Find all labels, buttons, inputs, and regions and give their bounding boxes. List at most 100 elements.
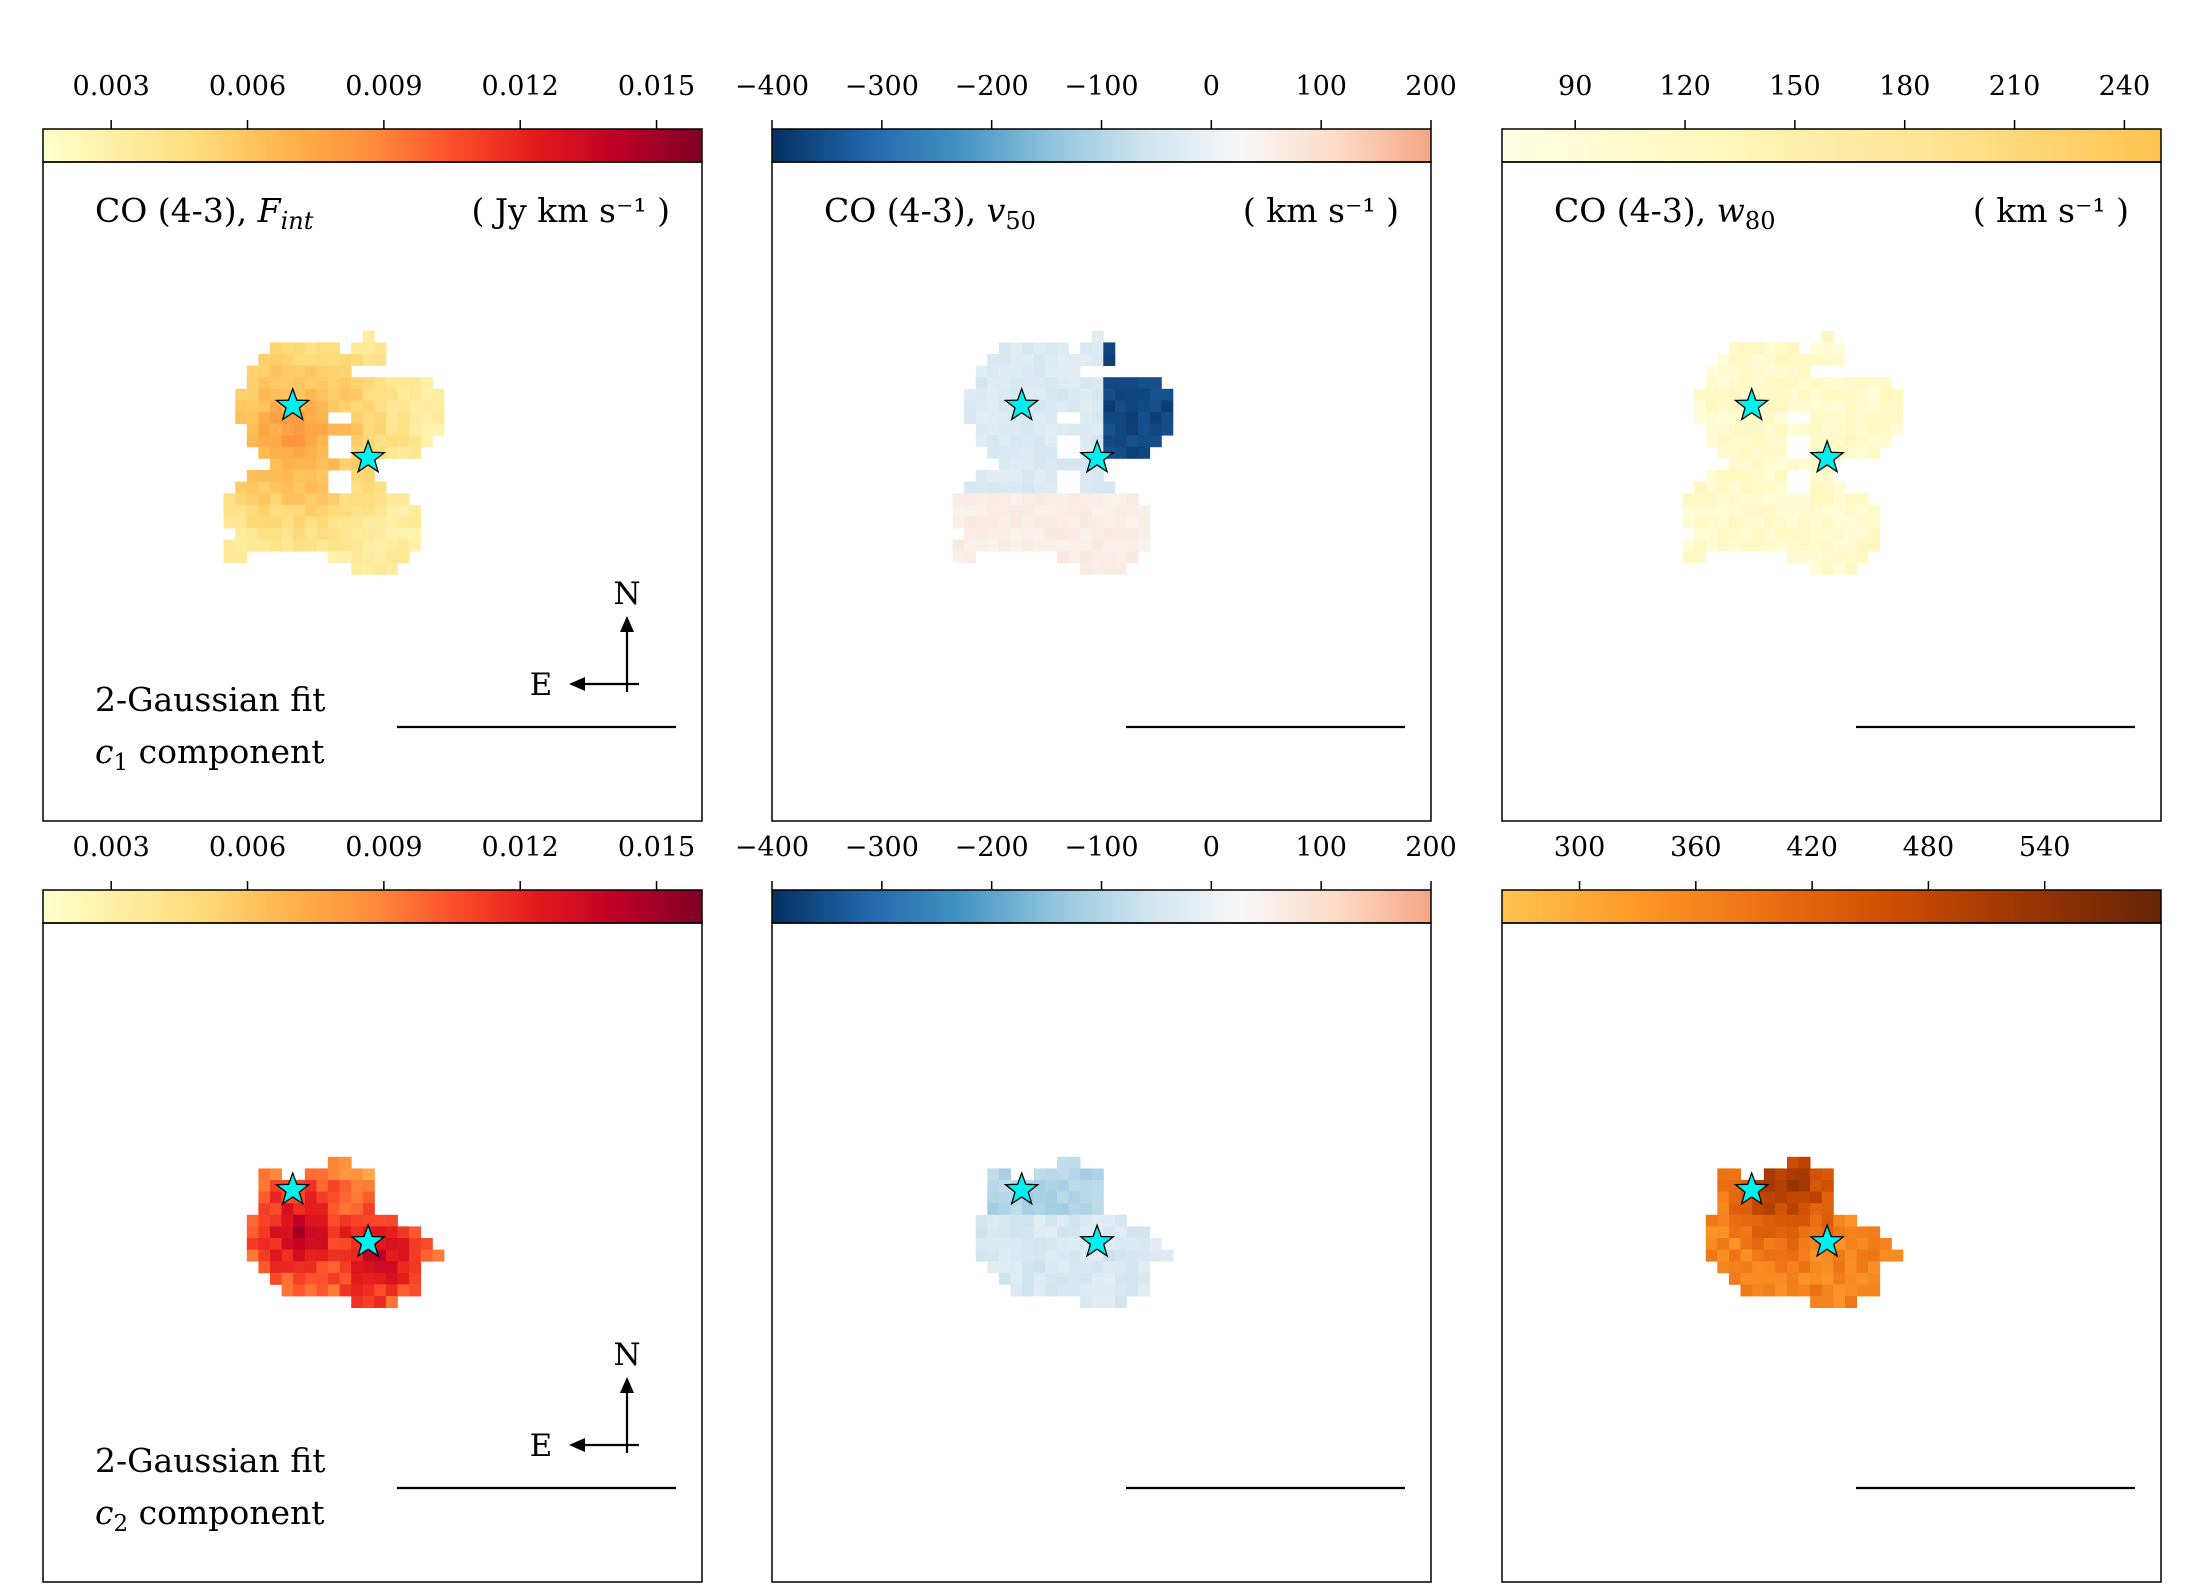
map-pixel	[1717, 423, 1730, 436]
map-pixel	[304, 1249, 317, 1262]
colorbar-tick-label: 180	[1879, 71, 1931, 102]
map-pixel	[998, 481, 1011, 494]
map-pixel	[1717, 504, 1730, 517]
map-pixel	[281, 365, 294, 378]
map-pixel	[1126, 1238, 1139, 1250]
map-pixel	[1149, 1238, 1162, 1250]
map-pixel	[1717, 435, 1730, 448]
map-pixel	[385, 539, 398, 552]
panel-title: CO (4-3), v50	[824, 191, 1036, 235]
map-pixel	[258, 504, 271, 517]
map-pixel	[1833, 1272, 1846, 1285]
map-pixel	[1821, 528, 1834, 540]
map-pixel	[1068, 377, 1081, 390]
map-pixel	[281, 1261, 294, 1274]
map-pixel	[1752, 1226, 1765, 1239]
map-pixel	[270, 1261, 282, 1274]
map-pixel	[397, 1261, 410, 1274]
map-pixel	[385, 1238, 398, 1250]
map-pixel	[1810, 1284, 1823, 1297]
map-pixel	[1091, 354, 1104, 366]
map-pixel	[1010, 1203, 1023, 1216]
map-pixel	[1868, 1226, 1881, 1239]
map-pixel	[1740, 1203, 1753, 1216]
map-pixel	[1729, 1261, 1741, 1274]
map-pixel	[1833, 551, 1846, 564]
map-pixel	[1763, 481, 1776, 494]
map-pixel	[304, 1214, 317, 1227]
map-pixel	[1856, 1284, 1869, 1297]
map-pixel	[1091, 470, 1104, 482]
map-pixel	[1856, 388, 1869, 401]
map-pixel	[316, 1284, 329, 1297]
map-pixel	[1798, 400, 1811, 413]
colorbar-tick-label: −200	[955, 832, 1029, 863]
map-pixel	[998, 516, 1011, 529]
map-pixel	[998, 342, 1011, 355]
map-pixel	[998, 435, 1011, 448]
map-pixel	[1091, 377, 1104, 390]
map-pixel	[998, 470, 1011, 482]
map-pixel	[1845, 551, 1857, 564]
map-pixel	[362, 493, 375, 506]
map-pixel	[281, 1226, 294, 1239]
map-pixel	[246, 528, 259, 540]
map-pixel	[339, 458, 352, 471]
map-pixel	[1022, 1249, 1035, 1262]
map-pixel	[1752, 481, 1765, 494]
compass-east-head	[569, 677, 585, 691]
map-pixel	[1126, 1249, 1139, 1262]
map-pixel	[362, 1214, 375, 1227]
map-pixel	[1833, 1261, 1846, 1274]
map-pixel	[1068, 1180, 1081, 1192]
map-pixel	[1787, 365, 1799, 378]
map-pixel	[1091, 1168, 1104, 1181]
map-pixel	[270, 1249, 282, 1262]
map-pixel	[385, 551, 398, 564]
map-pixel	[1022, 435, 1035, 448]
map-pixel	[258, 1168, 271, 1181]
map-pixel	[1022, 481, 1035, 494]
map-pixel	[339, 1284, 352, 1297]
map-pixel	[1717, 1249, 1730, 1262]
map-pixel	[1115, 516, 1127, 529]
colorbar-tick-label: 100	[1295, 71, 1347, 102]
map-pixel	[1033, 1180, 1046, 1192]
map-pixel	[987, 516, 1000, 529]
colorbar-tick-label: −100	[1064, 71, 1138, 102]
map-pixel	[270, 1238, 282, 1250]
map-pixel	[1115, 1238, 1127, 1250]
map-pixel	[1033, 504, 1046, 517]
map-pixel	[1856, 377, 1869, 390]
map-pixel	[1682, 516, 1695, 529]
map-pixel	[1729, 1168, 1741, 1181]
map-pixel	[351, 1203, 364, 1216]
map-pixel	[1010, 539, 1023, 552]
map-pixel	[987, 446, 1000, 459]
map-pixel	[1080, 388, 1093, 401]
map-pixel	[1868, 1284, 1881, 1297]
compass-north-head	[620, 1377, 634, 1393]
colorbar	[1501, 128, 2162, 163]
map-pixel	[1729, 1191, 1741, 1204]
map-pixel	[304, 539, 317, 552]
map-pixel	[1787, 551, 1799, 564]
map-pixel	[1045, 377, 1058, 390]
map-pixel	[1057, 1168, 1069, 1181]
map-pixel	[293, 1284, 306, 1297]
compass-east-label: E	[530, 1428, 553, 1464]
map-pixel	[293, 377, 306, 390]
map-pixel	[1010, 493, 1023, 506]
map-pixel	[1045, 388, 1058, 401]
map-pixel	[1080, 342, 1093, 355]
map-pixel	[1149, 412, 1162, 424]
map-pixel	[1705, 493, 1718, 506]
map-pixel	[293, 1214, 306, 1227]
map-pixel	[1775, 1180, 1788, 1192]
map-pixel	[1845, 562, 1857, 575]
map-pixel	[1717, 446, 1730, 459]
map-pixel	[1115, 423, 1127, 436]
map-pixel	[351, 504, 364, 517]
map-pixel	[327, 423, 340, 436]
map-pixel	[1729, 504, 1741, 517]
